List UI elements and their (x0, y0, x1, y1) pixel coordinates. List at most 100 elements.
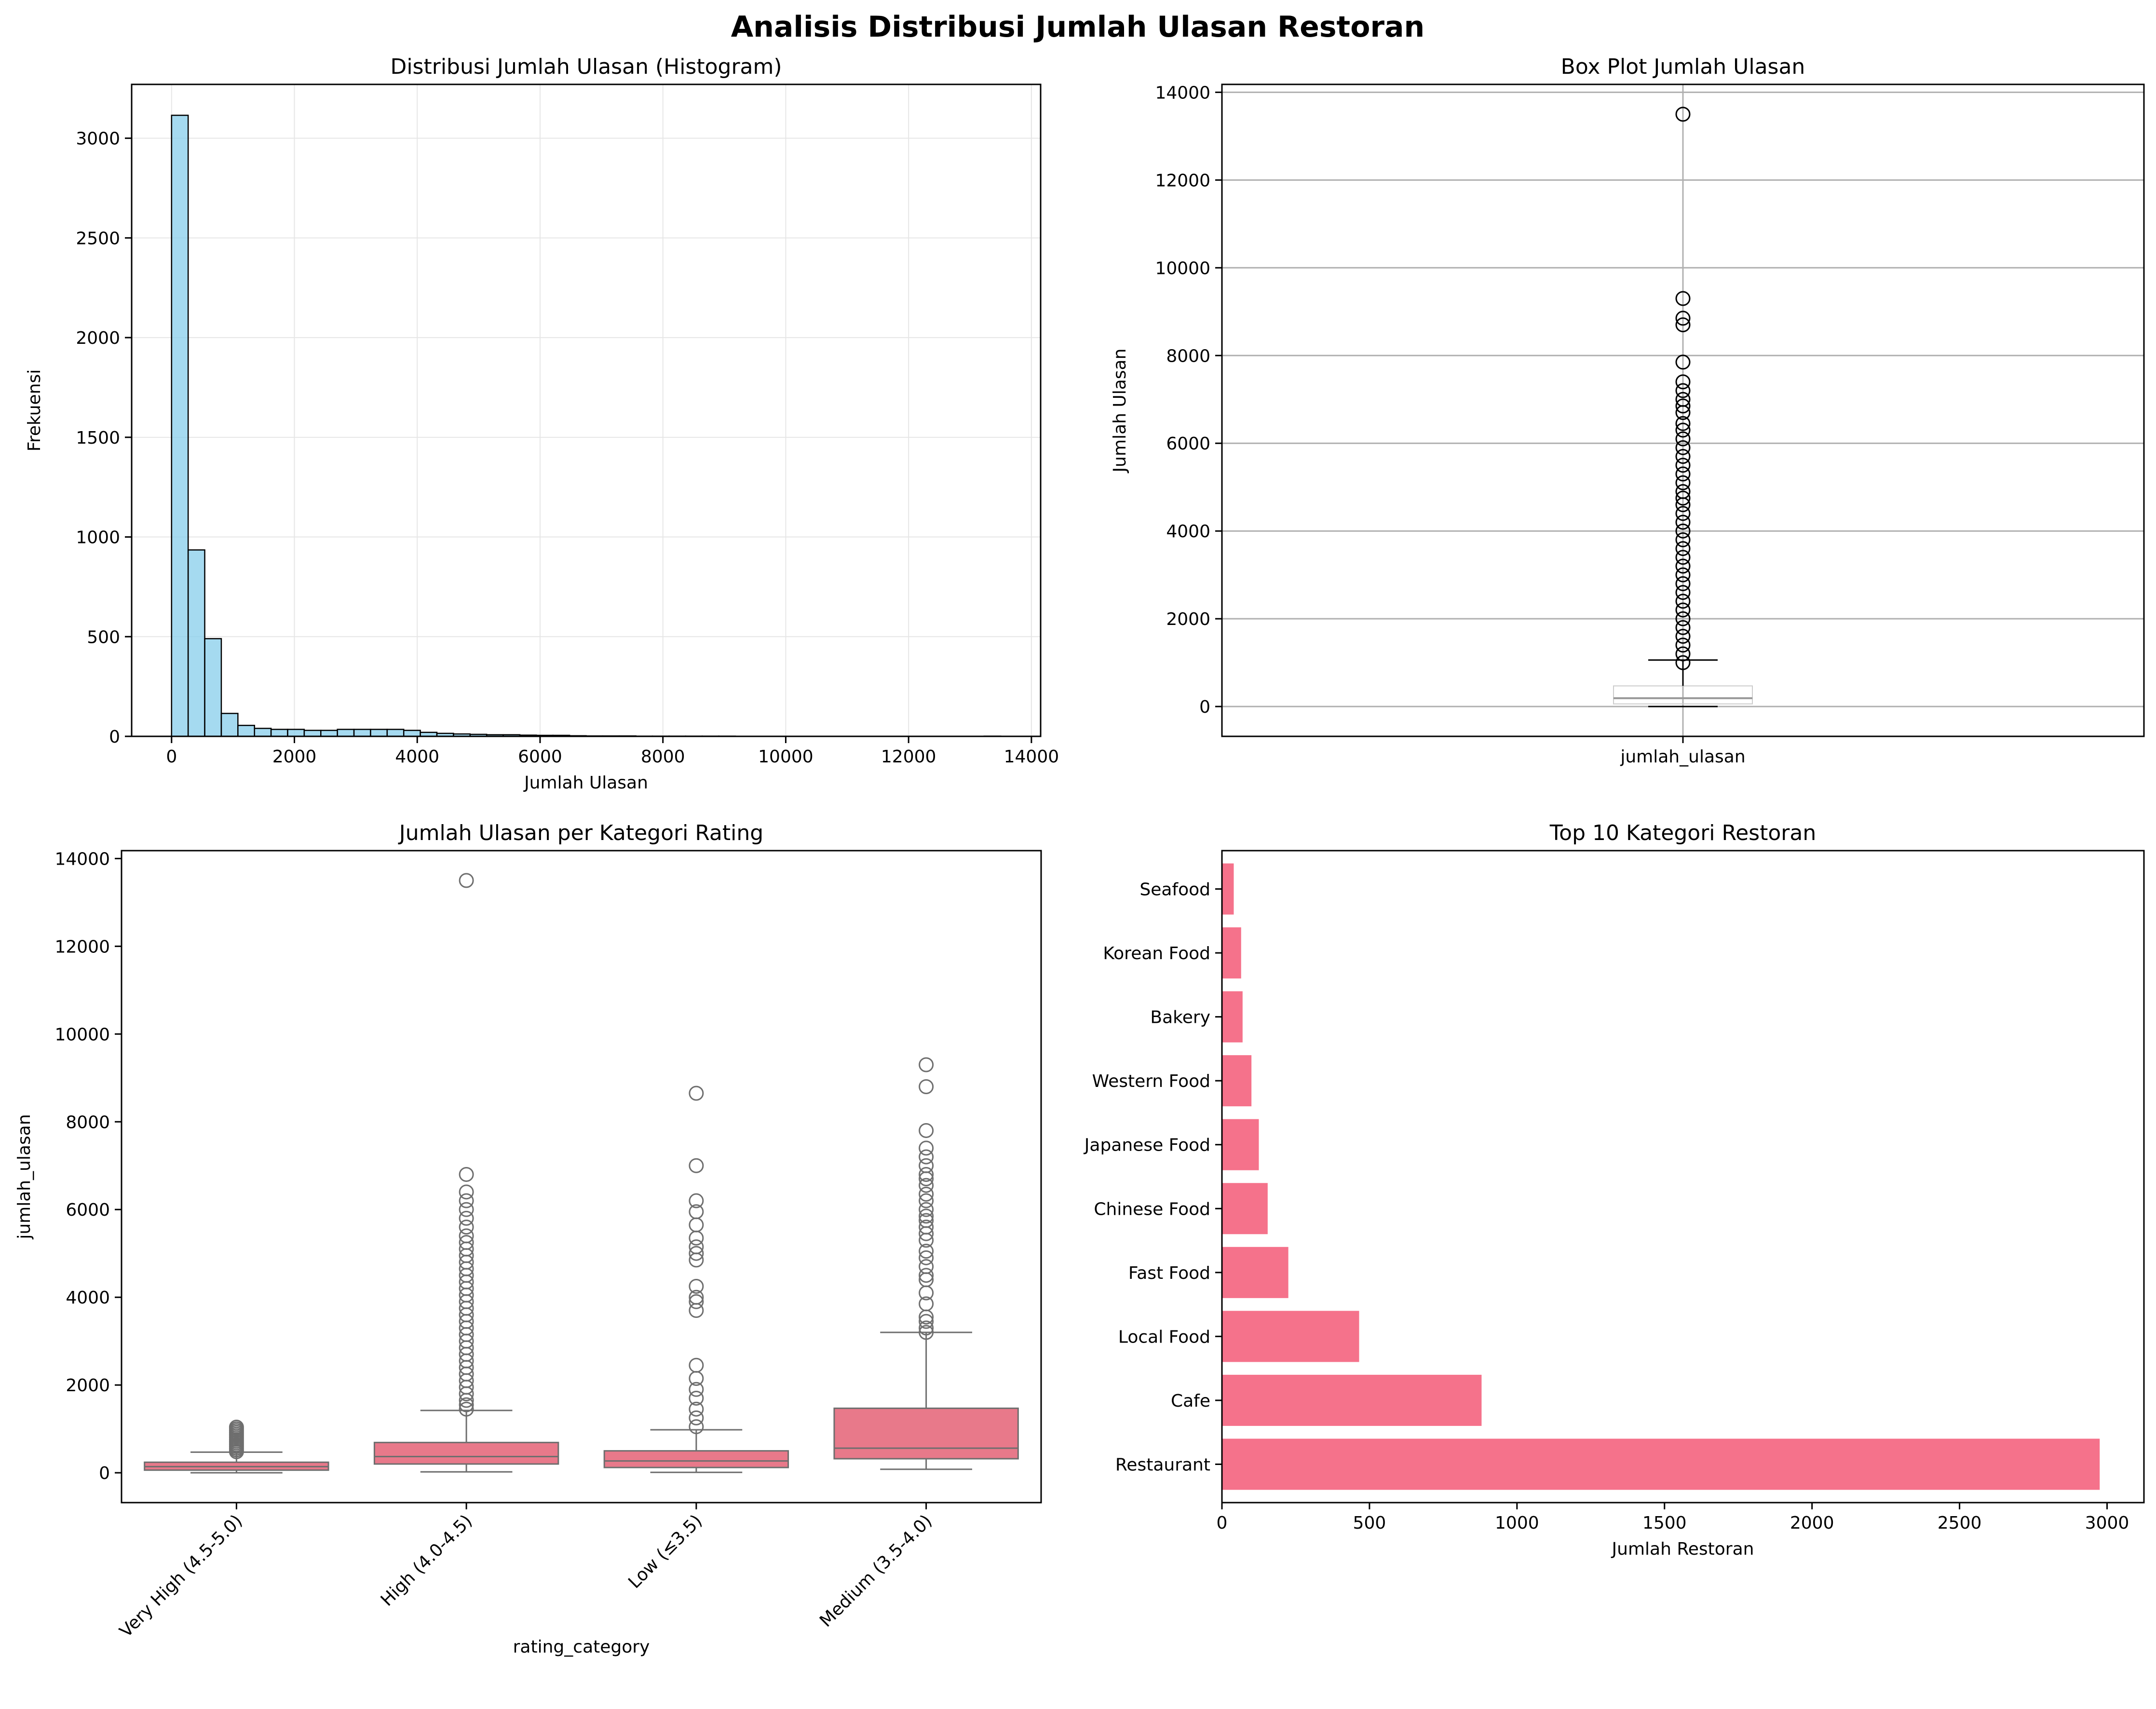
y-tick-label: Fast Food (1128, 1263, 1210, 1283)
outlier-point (1675, 558, 1691, 574)
outlier-point (919, 1220, 934, 1235)
y-tick-label: 2000 (76, 328, 120, 348)
outlier-point (919, 1250, 934, 1265)
outlier-point (689, 1410, 704, 1425)
y-tick-label: 6000 (1166, 434, 1210, 454)
outlier-point (689, 1357, 704, 1373)
outlier-point (919, 1202, 934, 1217)
x-tick-label: 2500 (1938, 1513, 1982, 1533)
y-tick-label: 2000 (1166, 610, 1210, 629)
outlier-point (689, 1085, 704, 1101)
x-tick-label: 6000 (518, 747, 562, 767)
outlier-point (1675, 620, 1691, 635)
outlier-point (459, 1202, 474, 1217)
outlier-point (1675, 440, 1691, 455)
outlier-point (1675, 611, 1691, 626)
category-bar (1222, 1311, 1359, 1362)
outlier-point (1675, 515, 1691, 530)
x-axis-label: Jumlah Restoran (1611, 1539, 1754, 1559)
y-tick-label: 8000 (66, 1112, 110, 1132)
category-bar (1222, 1438, 2100, 1490)
y-tick-label: 1500 (76, 428, 120, 448)
y-tick-label: Bakery (1150, 1008, 1210, 1028)
y-tick-label: Seafood (1139, 880, 1210, 900)
y-tick-label: Cafe (1171, 1391, 1210, 1411)
y-tick-label: 1000 (76, 528, 120, 548)
y-tick-label: 2500 (76, 229, 120, 248)
outlier-point (919, 1140, 934, 1156)
outlier-point (919, 1158, 934, 1173)
outlier-point (459, 1210, 474, 1226)
category-bar (1222, 863, 1234, 915)
x-tick-label: 12000 (881, 747, 936, 767)
outlier-point (1675, 317, 1691, 333)
x-axis-label: Jumlah Ulasan (523, 773, 648, 793)
x-tick-label: 8000 (641, 747, 685, 767)
outlier-point (689, 1278, 704, 1294)
histogram-bar (187, 549, 205, 737)
y-tick-label: 500 (87, 627, 120, 647)
outlier-point (919, 1325, 934, 1340)
outlier-point (1675, 107, 1691, 122)
y-axis-label: Frekuensi (25, 369, 44, 452)
outlier-point (459, 1184, 474, 1200)
category-bar (1222, 927, 1241, 979)
axes-frame (1221, 850, 2145, 1504)
outlier-point (459, 1220, 474, 1235)
outlier-point (1675, 506, 1691, 521)
outlier-point (1675, 416, 1691, 431)
outlier-point (919, 1149, 934, 1165)
outlier-point (1675, 523, 1691, 539)
y-axis-label: Jumlah Ulasan (1110, 349, 1130, 474)
outlier-point (1675, 602, 1691, 618)
outlier-point (1675, 629, 1691, 644)
outlier-point (1675, 475, 1691, 490)
y-tick-label: Chinese Food (1094, 1199, 1210, 1219)
outlier-point (459, 1228, 474, 1244)
outlier-point (689, 1390, 704, 1406)
box-body (833, 1407, 1019, 1460)
histogram-bar (220, 713, 239, 737)
outlier-point (689, 1294, 704, 1309)
outlier-point (1675, 392, 1691, 407)
box-body (603, 1450, 789, 1468)
y-tick-label: Western Food (1092, 1072, 1210, 1091)
histogram-bar (320, 730, 338, 737)
x-tick-label: 3000 (2085, 1513, 2129, 1533)
figure-title: Analisis Distribusi Jumlah Ulasan Restor… (731, 10, 1425, 44)
outlier-point (1675, 458, 1691, 473)
y-tick-label: 6000 (66, 1200, 110, 1220)
x-tick-label: 500 (1353, 1513, 1386, 1533)
outlier-point (229, 1420, 244, 1435)
histogram-bar (370, 729, 388, 737)
x-tick-label: 1500 (1642, 1513, 1687, 1533)
outlier-point (689, 1239, 704, 1255)
outlier-point (919, 1213, 934, 1228)
outlier-point (1675, 374, 1691, 390)
outlier-point (1675, 585, 1691, 600)
outlier-point (689, 1246, 704, 1261)
outlier-point (1675, 422, 1691, 438)
histogram-panel: 0 2000 4000 6000 8000 10000 12000 14000 0 500 1000… (25, 54, 1059, 793)
y-tick-label: 0 (99, 1464, 110, 1483)
panel-title: Distribusi Jumlah Ulasan (Histogram) (390, 54, 782, 79)
x-tick-label: 2000 (272, 747, 317, 767)
outlier-point (689, 1204, 704, 1220)
outlier-point (459, 1234, 474, 1250)
y-tick-label: Local Food (1118, 1327, 1210, 1347)
y-axis-label: jumlah_ulasan (14, 1114, 34, 1239)
y-tick-label: Korean Food (1103, 944, 1210, 963)
x-tick-label: 4000 (395, 747, 439, 767)
histogram-bar (337, 729, 355, 737)
category-bar (1222, 1247, 1288, 1298)
outlier-point (689, 1401, 704, 1417)
outlier-point (919, 1186, 934, 1202)
y-tick-label: 0 (1199, 697, 1210, 717)
outlier-point (919, 1268, 934, 1283)
histogram-bar (353, 729, 371, 737)
outlier-point (1675, 594, 1691, 609)
outlier-point (459, 873, 474, 888)
histogram-bar (204, 638, 222, 737)
outlier-point (919, 1259, 934, 1275)
